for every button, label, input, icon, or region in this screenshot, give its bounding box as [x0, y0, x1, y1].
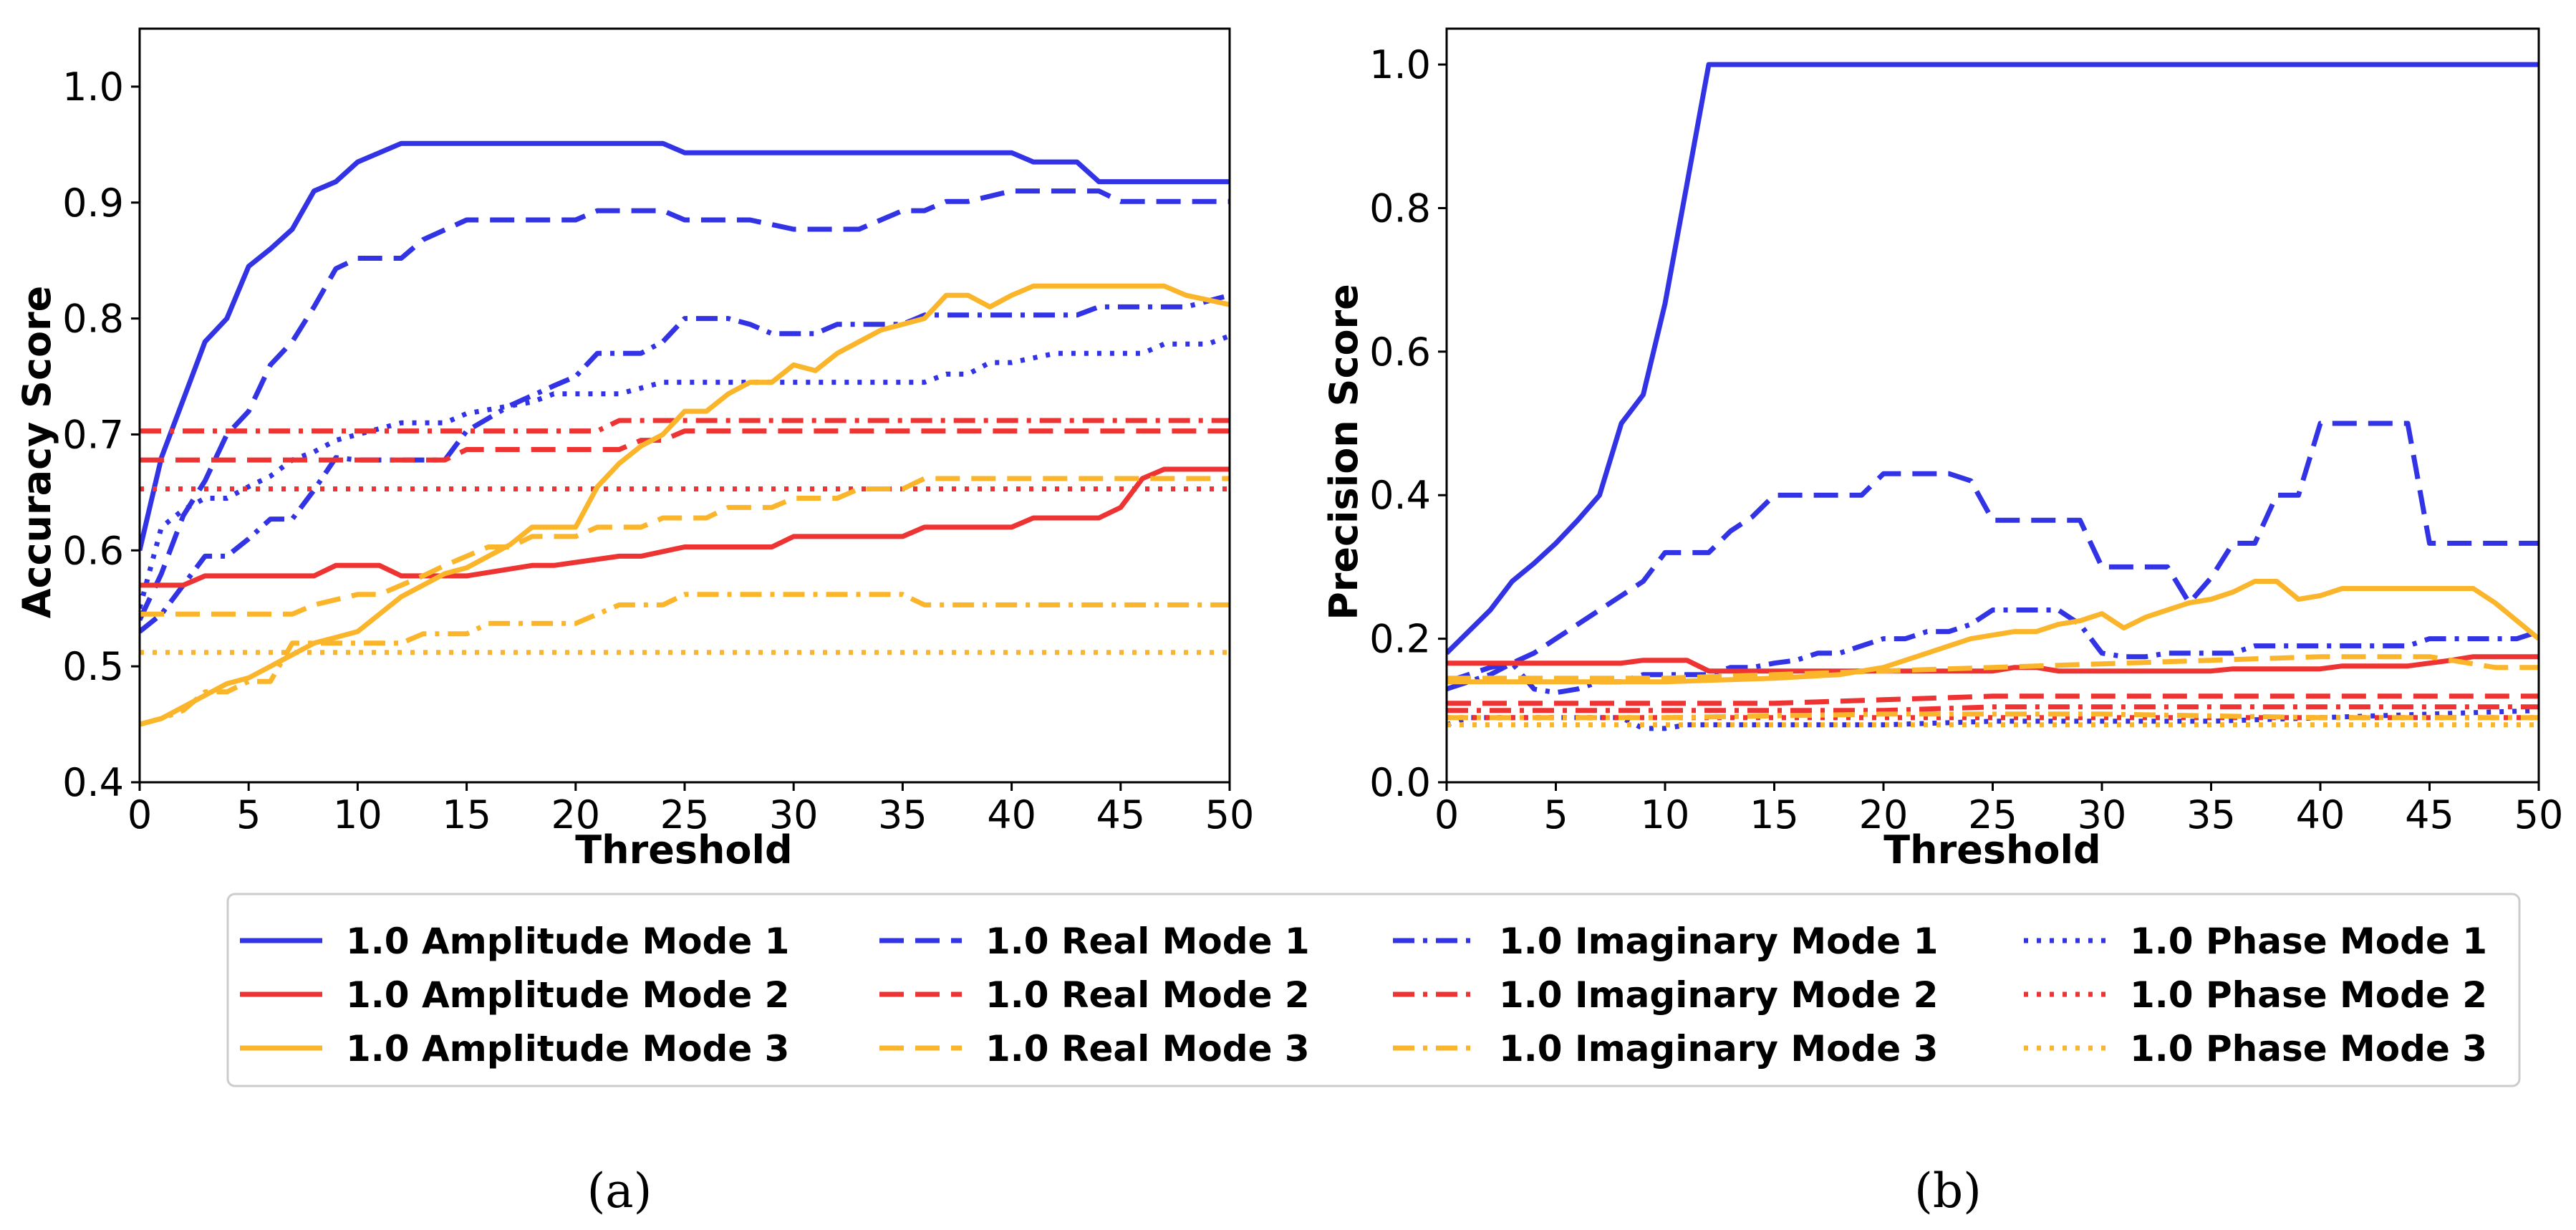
panel-b-x-tick-label: 25 [1968, 792, 2017, 837]
panel-a-y-tick-label: 0.6 [62, 528, 124, 573]
panel-b-series-line-1-0-imaginary-mode-3 [1447, 711, 2539, 721]
panel-b-x-tick-label: 20 [1859, 792, 1909, 837]
panel-b-series-line-1-0-amplitude-mode-1 [1447, 62, 2539, 655]
panel-a-series-line-1-0-phase-mode-1 [140, 333, 1230, 610]
panel-b-plot-area: 0 5 10 15 20 25 30 35 40 45 50 0.0 0.2 0.4 0.6 0.8 1.0 [1369, 27, 2564, 837]
panel-a-y-tick-label: 0.7 [62, 412, 124, 457]
panel-a-series-line-1-0-amplitude-mode-1 [140, 140, 1230, 552]
panel-a-x-tick-label: 10 [333, 792, 382, 837]
legend-label: 1.0 Amplitude Mode 1 [346, 921, 789, 962]
panel-a-series-line-1-0-real-mode-3 [140, 476, 1230, 617]
panel-b-y-tick-label: 0.2 [1369, 617, 1431, 662]
panel-a-series-line-1-0-imaginary-mode-3 [140, 592, 1230, 727]
panel-b-series-line-1-0-amplitude-mode-3 [1447, 579, 2539, 685]
panel-a-y-tick-label: 0.4 [62, 760, 124, 805]
legend-label: 1.0 Imaginary Mode 3 [1499, 1028, 1938, 1070]
panel-a-x-tick-label: 50 [1205, 792, 1255, 837]
panel-b-x-tick-label: 5 [1543, 792, 1568, 837]
panel-a-x-tick-label: 25 [660, 792, 710, 837]
panel-b-y-tick-label: 1.0 [1369, 42, 1431, 87]
panel-b-x-tick-label: 10 [1641, 792, 1690, 837]
legend-label: 1.0 Phase Mode 3 [2130, 1028, 2487, 1070]
panel-a-series-line-1-0-imaginary-mode-2 [140, 418, 1230, 434]
legend-label: 1.0 Real Mode 1 [985, 921, 1310, 962]
panel-b-y-tick-label: 0.8 [1369, 186, 1431, 231]
panel-a: Accuracy Score Threshold 0 5 10 15 20 25 30 35 4… [14, 27, 1255, 1219]
legend-label: 1.0 Imaginary Mode 1 [1499, 921, 1938, 962]
panel-a-x-tick-label: 15 [442, 792, 491, 837]
panel-a-axes-frame [138, 27, 1231, 784]
panel-b-series-line-1-0-real-mode-3 [1447, 654, 2539, 681]
panel-b-label: (b) [1914, 1163, 1982, 1219]
panel-a-series-line-1-0-imaginary-mode-1 [140, 292, 1230, 634]
panel-b-xlabel: Threshold [1883, 827, 2100, 873]
panel-b-series-line-1-0-phase-mode-1 [1447, 708, 2539, 731]
panel-b-series-line-1-0-real-mode-2 [1447, 693, 2539, 706]
panel-a-series-line-1-0-real-mode-2 [140, 428, 1230, 463]
legend-label: 1.0 Amplitude Mode 2 [346, 974, 789, 1016]
panel-b-series-group [1447, 62, 2539, 731]
panel-a-label: (a) [587, 1163, 652, 1219]
legend-label: 1.0 Real Mode 2 [985, 974, 1310, 1016]
panel-a-x-tick-label: 35 [878, 792, 927, 837]
panel-a-series-line-1-0-real-mode-1 [140, 188, 1230, 621]
panel-b-series-line-1-0-imaginary-mode-2 [1447, 704, 2539, 714]
panel-a-plot-area: 0 5 10 15 20 25 30 35 40 45 50 0.4 0.5 0.6 0.7 0.8 0.9 1.… [62, 27, 1255, 837]
panel-a-y-tick-label: 0.8 [62, 297, 124, 342]
panel-b-x-tick-label: 50 [2514, 792, 2564, 837]
panel-b-series-line-1-0-real-mode-1 [1447, 421, 2539, 685]
panel-b-ylabel: Precision Score [1321, 284, 1366, 620]
panel-a-y-tick-label: 0.5 [62, 644, 124, 689]
panel-a-x-tick-label: 40 [987, 792, 1036, 837]
panel-a-y-tick-label: 1.0 [62, 64, 124, 110]
panel-b-y-tick-label: 0.4 [1369, 473, 1431, 518]
legend: 1.0 Amplitude Mode 1 1.0 Real Mode 1 1.0 I… [226, 893, 2521, 1087]
panel-a-x-tick-label: 5 [236, 792, 261, 837]
panel-a-x-tick-label: 45 [1096, 792, 1145, 837]
panel-a-series-group [140, 140, 1230, 727]
panel-b-x-tick-label: 30 [2078, 792, 2127, 837]
legend-label: 1.0 Amplitude Mode 3 [346, 1028, 789, 1070]
legend-label: 1.0 Phase Mode 1 [2130, 921, 2487, 962]
panel-b-series-line-1-0-imaginary-mode-1 [1447, 607, 2539, 696]
legend-frame [226, 893, 2521, 1087]
panel-a-y-tick-label: 0.9 [62, 181, 124, 226]
panel-b: Precision Score Threshold 0 5 10 15 20 25 30 35… [1321, 27, 2564, 1219]
legend-label: 1.0 Phase Mode 2 [2130, 974, 2487, 1016]
panel-a-series-line-1-0-amplitude-mode-3 [140, 283, 1230, 727]
panel-b-y-tick-label: 0.0 [1369, 760, 1431, 805]
panel-b-x-tick-label: 35 [2186, 792, 2236, 837]
legend-label: 1.0 Imaginary Mode 2 [1499, 974, 1938, 1016]
panel-a-x-tick-label: 0 [127, 792, 152, 837]
panel-a-ylabel: Accuracy Score [14, 286, 59, 619]
panel-b-x-tick-label: 40 [2296, 792, 2345, 837]
panel-b-y-tick-label: 0.6 [1369, 330, 1431, 375]
panel-b-x-tick-label: 15 [1750, 792, 1799, 837]
panel-a-xlabel: Threshold [575, 827, 792, 873]
panel-b-x-tick-label: 45 [2405, 792, 2454, 837]
panel-b-x-tick-label: 0 [1434, 792, 1459, 837]
panel-b-series-line-1-0-amplitude-mode-2 [1447, 654, 2539, 674]
legend-label: 1.0 Real Mode 3 [985, 1028, 1310, 1070]
panel-a-x-tick-label: 30 [769, 792, 819, 837]
panel-a-series-line-1-0-amplitude-mode-2 [140, 466, 1230, 588]
panel-a-x-tick-label: 20 [551, 792, 600, 837]
